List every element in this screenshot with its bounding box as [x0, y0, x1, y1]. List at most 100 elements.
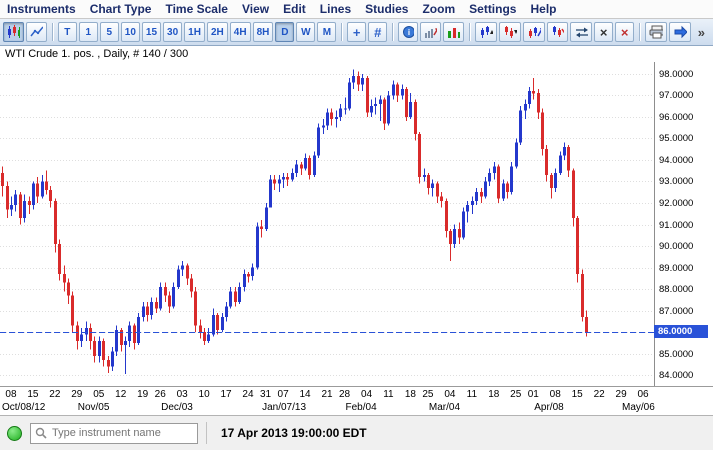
interval-30-button[interactable]: 30: [163, 22, 183, 42]
x-axis-day-label: 11: [466, 389, 478, 400]
trend-down-button[interactable]: [546, 22, 569, 42]
x-axis-day-label: 04: [444, 389, 456, 400]
x-axis-day-label: 08: [549, 389, 561, 400]
menu-instruments[interactable]: Instruments: [7, 2, 76, 16]
x-axis-day-label: 18: [404, 389, 416, 400]
x-axis-day-label: 22: [49, 389, 61, 400]
x-axis-day-label: 05: [93, 389, 105, 400]
x-axis-month-label: Dec/03: [161, 402, 193, 413]
x-axis-day-label: 07: [277, 389, 289, 400]
status-bar: 17 Apr 2013 19:00:00 EDT: [0, 415, 713, 450]
x-axis-day-label: 14: [299, 389, 311, 400]
interval-m-button[interactable]: M: [317, 22, 337, 42]
pattern-down-icon: [504, 26, 517, 38]
price-axis-label: 89.0000: [659, 262, 694, 274]
menu-time-scale[interactable]: Time Scale: [165, 2, 228, 16]
menu-edit[interactable]: Edit: [283, 2, 306, 16]
pattern-up-button[interactable]: [474, 22, 497, 42]
interval-1h-button[interactable]: 1H: [184, 22, 205, 42]
x-axis-day-label: 21: [321, 389, 333, 400]
candlestick-style-button[interactable]: [3, 22, 24, 42]
x-axis-day-label: 04: [360, 389, 373, 400]
pattern-down-button[interactable]: [498, 22, 521, 42]
menu-studies[interactable]: Studies: [365, 2, 409, 16]
chart-title: WTI Crude 1. pos. , Daily, # 140 / 300: [5, 48, 189, 60]
interval-t-button[interactable]: T: [57, 22, 77, 42]
x-axis-day-label: 29: [615, 389, 627, 400]
menu-lines[interactable]: Lines: [319, 2, 352, 16]
delete-line-button[interactable]: ×: [594, 22, 614, 42]
x-axis-day-label: 25: [422, 389, 434, 400]
interval-15-button[interactable]: 15: [141, 22, 162, 42]
info-icon: i: [403, 26, 415, 38]
trend-up-button[interactable]: [522, 22, 545, 42]
chart-area: WTI Crude 1. pos. , Daily, # 140 / 300 9…: [0, 46, 713, 415]
auto-scale-button[interactable]: [420, 22, 442, 42]
trend-up-icon: [528, 27, 541, 38]
price-axis-label: 85.0000: [659, 348, 694, 360]
x-axis-day-label: 11: [383, 389, 394, 400]
interval-d-button[interactable]: D: [275, 22, 295, 42]
grid-button[interactable]: #: [368, 22, 388, 42]
x-axis-line: [0, 386, 713, 387]
x-axis-month-label: Oct/08/12: [2, 402, 46, 413]
print-button[interactable]: [645, 22, 667, 42]
price-chart-canvas[interactable]: [0, 62, 654, 386]
price-axis-label: 96.0000: [659, 111, 694, 123]
toolbar-separator: [341, 23, 343, 41]
menu-zoom[interactable]: Zoom: [422, 2, 456, 16]
x-axis-day-label: 24: [242, 389, 254, 400]
interval-w-button[interactable]: W: [296, 22, 316, 42]
x-axis-day-label: 29: [71, 389, 83, 400]
instrument-search-input[interactable]: [50, 426, 192, 440]
x-axis-day-label: 03: [176, 389, 188, 400]
x-axis-month-label: Nov/05: [77, 402, 110, 413]
interval-button-group: T 1 5 10 15 30 1H 2H 4H 8H D W M: [57, 22, 337, 42]
price-axis-label: 93.0000: [659, 176, 694, 188]
price-axis-label: 97.0000: [659, 90, 694, 102]
interval-4h-button[interactable]: 4H: [229, 22, 251, 42]
x-axis-month-label: Feb/04: [345, 402, 377, 413]
menu-help[interactable]: Help: [530, 2, 557, 16]
svg-text:i: i: [408, 28, 410, 37]
print-icon: [649, 25, 663, 39]
x-axis-day-label: 28: [338, 389, 351, 400]
price-axis-label: 92.0000: [659, 198, 694, 209]
x-axis-day-label: 06: [637, 389, 649, 400]
reset-zoom-button[interactable]: [570, 22, 593, 42]
menu-chart-type[interactable]: Chart Type: [89, 2, 152, 16]
price-axis-label: 84.0000: [659, 370, 694, 382]
delete-all-lines-button[interactable]: ×: [615, 22, 635, 42]
more-tools-button[interactable]: »: [697, 24, 705, 40]
auto-scale-icon: [425, 28, 438, 38]
pointer-arrow-icon: [674, 25, 687, 39]
interval-5-button[interactable]: 5: [99, 22, 119, 42]
volume-study-button[interactable]: [443, 22, 465, 42]
toolbar-separator: [639, 23, 641, 41]
menu-bar: Instruments Chart Type Time Scale View Edit L…: [0, 0, 713, 19]
indicator-info-button[interactable]: i: [398, 22, 419, 42]
line-style-button[interactable]: [25, 22, 47, 42]
x-axis-day-label: 15: [27, 389, 39, 400]
x-axis-day-label: 25: [510, 389, 522, 400]
volume-bars-icon: [448, 28, 461, 38]
menu-settings[interactable]: Settings: [469, 2, 517, 16]
crosshair-button[interactable]: +: [347, 22, 367, 42]
candlestick-icon: [8, 25, 20, 38]
x-axis-day-labels: 08 15 22 29 05 12 19 26 03 10 17 24 31 07 14 21 28 04 11 18…: [0, 389, 654, 402]
x-axis-month-label: Apr/08: [534, 402, 564, 413]
connection-status-icon: [7, 425, 22, 441]
toolbar-separator: [392, 23, 394, 41]
interval-10-button[interactable]: 10: [120, 22, 140, 42]
interval-2h-button[interactable]: 2H: [206, 22, 228, 42]
pointer-button[interactable]: [668, 22, 691, 42]
interval-1-button[interactable]: 1: [78, 22, 98, 42]
reset-zoom-icon: [576, 27, 589, 38]
x-axis-day-label: 15: [571, 389, 583, 400]
search-icon: [35, 427, 47, 439]
menu-view[interactable]: View: [241, 2, 270, 16]
interval-8h-button[interactable]: 8H: [252, 22, 274, 42]
x-axis-day-label: 19: [137, 389, 149, 400]
statusbar-separator: [206, 422, 207, 444]
